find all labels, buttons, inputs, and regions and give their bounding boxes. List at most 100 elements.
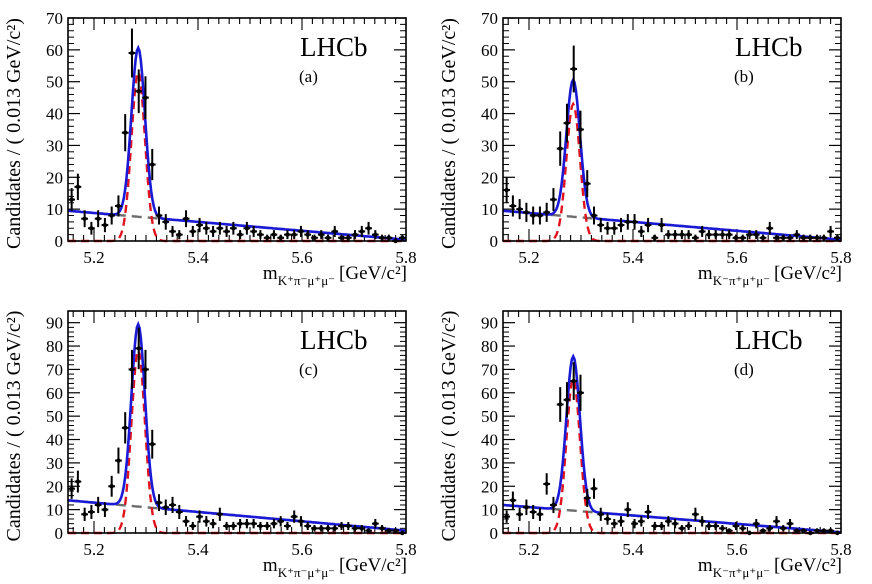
panel-c: 0 10 20 30 40 50 60 70 80 90 5.2 5.4 5.6 5.8 LHCb (c) Ca… — [3, 310, 417, 580]
data-point-marker — [808, 235, 813, 241]
data-point-marker — [116, 203, 121, 209]
data-point-marker — [706, 232, 712, 237]
data-point-marker — [183, 216, 189, 221]
data-point-marker — [686, 232, 691, 237]
data-point — [752, 230, 760, 240]
data-point — [128, 349, 136, 389]
data-point-marker — [386, 528, 392, 533]
data-point — [175, 230, 183, 240]
data-point — [590, 478, 598, 499]
data-point-marker — [156, 500, 162, 505]
panel-a: 0 10 20 30 40 50 60 70 5.2 5.4 5.6 5.8 LHCb (a) Candid… — [3, 9, 417, 288]
data-point — [503, 510, 511, 523]
data-point — [597, 507, 605, 521]
data-point-marker — [204, 226, 209, 231]
data-point — [142, 76, 149, 120]
data-point-marker — [271, 232, 277, 237]
total-fit-curve — [502, 76, 842, 241]
y-tick-label: 10 — [481, 501, 498, 520]
data-point-marker — [352, 232, 358, 237]
data-point-marker — [109, 213, 114, 218]
data-point — [719, 230, 726, 240]
data-point — [631, 518, 638, 529]
data-point-marker — [305, 232, 310, 237]
y-axis-title: Candidates / ( 0.013 GeV/c²) — [438, 311, 460, 542]
data-point-marker — [237, 521, 243, 526]
data-point-marker — [123, 130, 128, 135]
data-point-marker — [625, 507, 630, 512]
data-point-marker — [379, 235, 385, 241]
data-point — [229, 221, 237, 235]
data-point-marker — [571, 378, 576, 384]
data-point-marker — [366, 226, 371, 231]
y-tick-label: 30 — [481, 454, 498, 473]
data-point — [678, 525, 686, 532]
data-point — [523, 499, 530, 516]
data-point — [692, 507, 699, 521]
data-point — [712, 230, 720, 240]
data-point — [692, 234, 699, 241]
data-point-marker — [598, 512, 603, 517]
data-point-marker — [747, 232, 752, 237]
data-point — [637, 225, 645, 237]
x-tick-label: 5.8 — [830, 540, 851, 559]
data-point-marker — [373, 232, 378, 237]
data-point-marker — [767, 526, 772, 531]
data-point-marker — [332, 229, 337, 234]
data-point — [148, 429, 156, 459]
data-point — [290, 230, 298, 240]
data-point-marker — [305, 523, 310, 529]
data-point — [813, 234, 821, 241]
data-point — [550, 496, 557, 514]
data-point-marker — [319, 232, 324, 237]
data-point — [806, 234, 814, 241]
data-point — [543, 473, 551, 495]
data-point-marker — [781, 235, 786, 241]
data-point-marker — [366, 528, 371, 533]
data-point-marker — [801, 235, 806, 241]
data-point-marker — [558, 146, 563, 151]
data-point-marker — [828, 528, 833, 533]
data-point-marker — [75, 184, 81, 190]
data-point-marker — [504, 187, 509, 193]
data-point-marker — [794, 528, 799, 533]
x-axis-title-subscript: K⁻π⁺μ⁺μ⁻ — [713, 273, 770, 288]
data-point-marker — [645, 509, 651, 515]
data-point-marker — [578, 127, 583, 132]
data-point — [101, 217, 109, 233]
data-point-marker — [652, 235, 658, 241]
data-point — [196, 217, 203, 233]
data-point-marker — [612, 521, 617, 526]
data-point-marker — [564, 120, 570, 126]
data-point-marker — [672, 232, 678, 237]
data-point — [324, 234, 332, 241]
data-point-marker — [720, 526, 725, 531]
data-point — [148, 148, 156, 181]
y-tick-label: 40 — [481, 431, 498, 450]
data-point-marker — [551, 197, 556, 202]
data-point-marker — [699, 229, 705, 234]
panel-label: (d) — [734, 360, 754, 379]
data-point — [101, 502, 109, 518]
data-point-marker — [339, 235, 344, 241]
data-point — [644, 504, 652, 519]
data-point — [229, 521, 237, 531]
data-point — [128, 28, 136, 78]
plot-frame — [67, 17, 407, 242]
data-point — [550, 188, 557, 212]
panel-label: (a) — [299, 67, 318, 86]
data-point — [773, 234, 780, 241]
data-point — [169, 225, 176, 237]
y-tick-label: 20 — [46, 168, 63, 187]
data-point-marker — [612, 226, 617, 231]
data-point-marker — [524, 210, 529, 215]
data-point — [820, 234, 828, 241]
y-tick-label: 80 — [46, 337, 63, 356]
data-point-marker — [774, 519, 779, 524]
data-point-marker — [197, 514, 202, 519]
y-tick-label: 50 — [481, 407, 498, 426]
data-point-marker — [828, 229, 833, 234]
data-point — [651, 234, 659, 241]
total-fit-curve — [67, 44, 407, 241]
data-point — [311, 234, 318, 241]
